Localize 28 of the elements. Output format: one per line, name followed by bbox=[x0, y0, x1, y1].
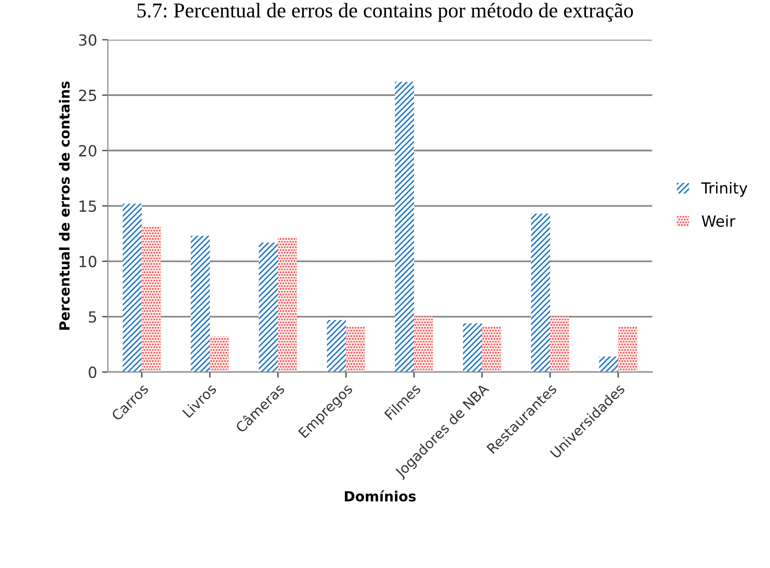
bar bbox=[531, 214, 550, 372]
y-tick-label: 15 bbox=[80, 200, 96, 212]
bar bbox=[258, 242, 278, 372]
y-tick-label: 30 bbox=[79, 34, 96, 46]
bar bbox=[210, 336, 229, 372]
bar bbox=[463, 323, 482, 372]
bar bbox=[122, 204, 142, 372]
y-axis-title: Percentual de erros de contains bbox=[58, 81, 70, 330]
bar bbox=[346, 326, 366, 372]
y-tick-label: 0 bbox=[88, 366, 96, 378]
bar bbox=[142, 226, 161, 372]
bar bbox=[394, 82, 414, 372]
bar bbox=[618, 326, 638, 372]
x-axis-title: Domínios bbox=[344, 490, 416, 502]
bar bbox=[326, 320, 346, 372]
y-tick-label: 10 bbox=[80, 256, 96, 268]
y-tick-label: 20 bbox=[79, 144, 96, 157]
bar bbox=[482, 326, 502, 372]
legend-label: Weir bbox=[702, 215, 736, 227]
y-tick-label: 5 bbox=[88, 311, 96, 323]
bar bbox=[599, 356, 618, 372]
bar bbox=[550, 316, 570, 372]
legend-label: Trinity bbox=[701, 182, 748, 197]
bar bbox=[414, 316, 434, 372]
chart-title: 5.7: Percentual de erros de contains por método de extração bbox=[137, 2, 633, 22]
y-tick-label: 25 bbox=[79, 90, 96, 102]
bar bbox=[190, 236, 210, 372]
bar bbox=[278, 238, 297, 372]
